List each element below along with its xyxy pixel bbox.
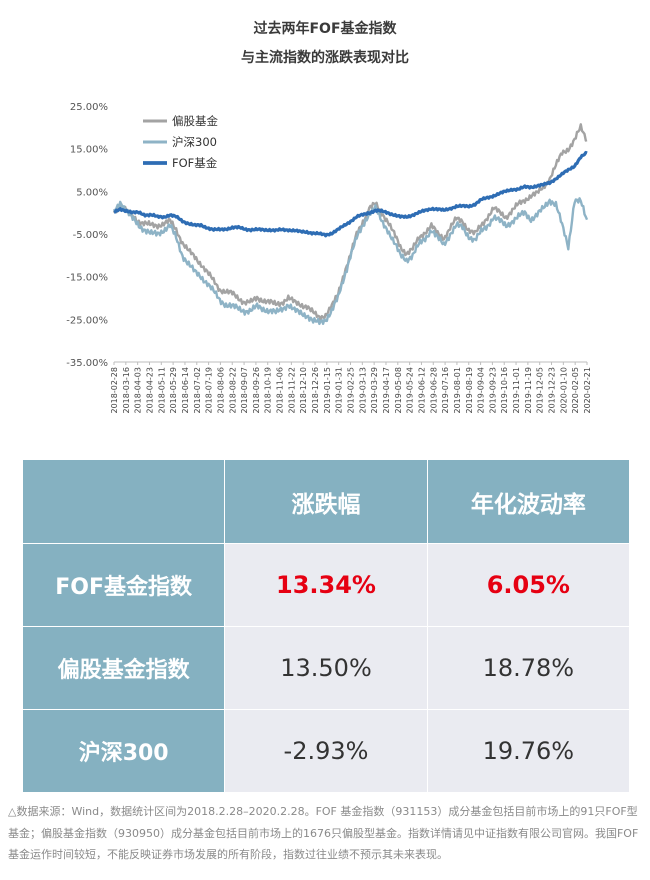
table-row-csi300: 沪深300 -2.93% 19.76% — [21, 709, 631, 793]
x-tick-label: 2019-08-19 — [465, 367, 474, 414]
x-tick-label: 2019-08-01 — [453, 367, 462, 414]
volatility-value: 18.78% — [426, 626, 631, 710]
change-value: 13.34% — [224, 543, 428, 627]
x-tick-label: 2019-01-15 — [323, 367, 332, 414]
x-tick-label: 2018-11-06 — [276, 367, 285, 414]
volatility-value: 6.05% — [426, 543, 631, 627]
x-tick-label: 2019-03-13 — [358, 367, 367, 414]
legend-label: FOF基金 — [172, 156, 218, 170]
x-tick-label: 2020-01-10 — [559, 367, 568, 414]
x-tick-label: 2018-07-19 — [205, 367, 214, 414]
x-tick-label: 2019-02-25 — [347, 367, 356, 414]
x-tick-label: 2018-02-28 — [110, 367, 119, 414]
x-tick-label: 2018-04-23 — [145, 367, 154, 414]
x-tick-label: 2019-09-23 — [488, 367, 497, 414]
x-tick-label: 2019-01-31 — [335, 367, 344, 414]
x-tick-label: 2018-05-29 — [169, 367, 178, 414]
x-tick-label: 2018-08-22 — [228, 367, 237, 414]
table-row-equity-fund: 偏股基金指数 13.50% 18.78% — [21, 626, 631, 710]
table-header-blank — [21, 459, 226, 544]
y-tick-label: -25.00% — [66, 315, 108, 326]
y-tick-label: 5.00% — [76, 187, 108, 198]
x-tick-label: 2018-03-16 — [122, 367, 131, 414]
x-tick-label: 2019-05-24 — [406, 367, 415, 414]
chart-title-line1: 过去两年FOF基金指数 — [253, 21, 397, 37]
series-line-3 — [113, 150, 588, 238]
x-tick-label: 2019-11-19 — [524, 367, 533, 414]
x-tick-label: 2018-09-07 — [240, 367, 249, 414]
y-tick-label: -15.00% — [66, 273, 108, 284]
row-label: 偏股基金指数 — [21, 626, 226, 710]
x-tick-label: 2018-09-26 — [252, 367, 261, 414]
x-axis: 2018-02-28 2018-03-16 2018-04-03 2018-04-23… — [110, 361, 592, 414]
table-header-change: 涨跌幅 — [224, 459, 428, 544]
x-tick-label: 2020-02-21 — [583, 367, 592, 414]
performance-table: 涨跌幅 年化波动率 FOF基金指数 13.34% 6.05% 偏股基金指数 13… — [21, 459, 631, 793]
row-label: 沪深300 — [21, 709, 226, 793]
x-tick-label: 2019-06-28 — [429, 367, 438, 414]
volatility-value: 19.76% — [426, 709, 631, 793]
x-tick-label: 2019-10-16 — [500, 367, 509, 414]
legend-label: 偏股基金 — [172, 114, 218, 128]
table-header-volatility: 年化波动率 — [426, 459, 631, 544]
y-tick-label: 15.00% — [70, 145, 108, 156]
row-label: FOF基金指数 — [21, 543, 226, 627]
x-tick-label: 2018-12-26 — [311, 367, 320, 414]
x-tick-label: 2019-06-12 — [417, 367, 426, 414]
x-tick-label: 2018-08-06 — [216, 367, 225, 414]
x-tick-label: 2018-05-11 — [157, 367, 166, 414]
x-tick-label: 2018-06-14 — [181, 367, 190, 414]
x-tick-label: 2018-10-19 — [264, 367, 273, 414]
x-tick-label: 2018-12-10 — [299, 367, 308, 414]
line-chart: 25.00% 15.00% 5.00% -5.00% -15.00% -25.00% -35… — [66, 102, 592, 414]
table-header-row: 涨跌幅 年化波动率 — [21, 459, 631, 544]
change-value: -2.93% — [224, 709, 428, 793]
x-tick-label: 2020-02-05 — [571, 367, 580, 414]
x-tick-label: 2019-09-04 — [477, 367, 486, 414]
y-tick-label: 25.00% — [70, 102, 108, 113]
chart-title-line2: 与主流指数的涨跌表现对比 — [241, 50, 409, 66]
x-tick-label: 2019-12-05 — [536, 367, 545, 414]
table-row-fof: FOF基金指数 13.34% 6.05% — [21, 543, 631, 627]
change-value: 13.50% — [224, 626, 428, 710]
series-line-2 — [112, 197, 589, 326]
y-tick-label: -35.00% — [66, 358, 108, 369]
x-tick-label: 2019-03-29 — [370, 367, 379, 414]
series-lines — [112, 123, 589, 326]
source-footnote: △数据来源：Wind，数据统计区间为2018.2.28–2020.2.28。FO… — [8, 805, 639, 861]
x-tick-label: 2018-11-22 — [287, 367, 296, 414]
x-tick-label: 2019-12-23 — [548, 367, 557, 414]
y-tick-label: -5.00% — [73, 230, 108, 241]
legend-label: 沪深300 — [172, 135, 217, 149]
y-axis: 25.00% 15.00% 5.00% -5.00% -15.00% -25.00% -35… — [66, 102, 108, 369]
x-tick-label: 2019-04-17 — [382, 367, 391, 414]
x-tick-label: 2018-04-03 — [134, 367, 143, 414]
x-tick-label: 2019-07-16 — [441, 367, 450, 414]
x-tick-label: 2019-05-08 — [394, 367, 403, 414]
x-tick-label: 2018-07-02 — [193, 367, 202, 414]
x-tick-label: 2019-11-01 — [512, 367, 521, 414]
